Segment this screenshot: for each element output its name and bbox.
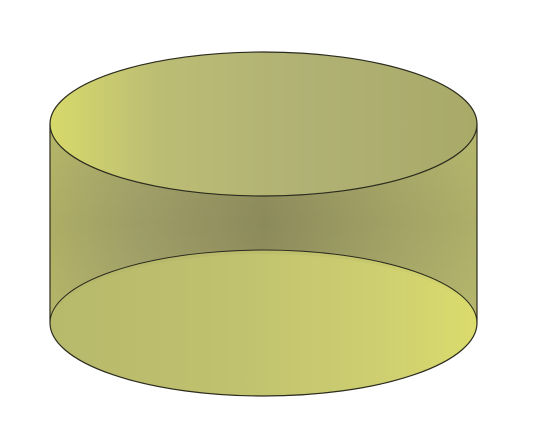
cylinder-bottom-outline-back [49, 249, 478, 324]
cylinder-bottom-outline-front [49, 322, 478, 397]
cylinder-top-face [50, 52, 477, 196]
cylinder-inner-shadow [50, 124, 477, 322]
cylinder-bottom-face [50, 250, 477, 396]
